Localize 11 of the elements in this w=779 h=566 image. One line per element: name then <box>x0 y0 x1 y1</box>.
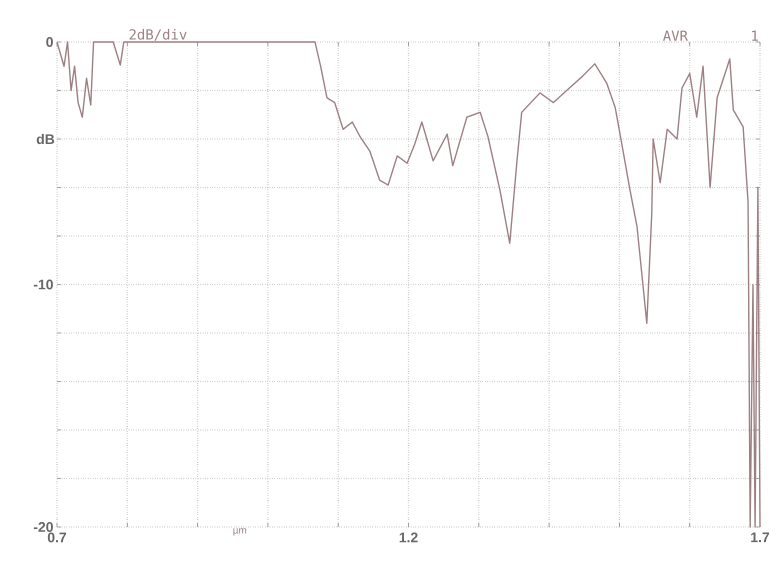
text: AVR <box>663 30 688 41</box>
x-tick-label: 1.2 <box>400 532 418 542</box>
text: 2dB/div <box>130 28 187 41</box>
y-tick-label: -20 <box>34 522 53 532</box>
y-axis-title: dB <box>36 134 54 144</box>
x-axis-title: µm <box>233 528 246 536</box>
x-tick-label: 1.7 <box>751 532 770 542</box>
text: 1 <box>752 30 758 41</box>
x-tick-label: 0.7 <box>48 532 66 542</box>
y-tick-label: -10 <box>34 280 53 290</box>
y-tick-label: 0 <box>46 37 53 47</box>
